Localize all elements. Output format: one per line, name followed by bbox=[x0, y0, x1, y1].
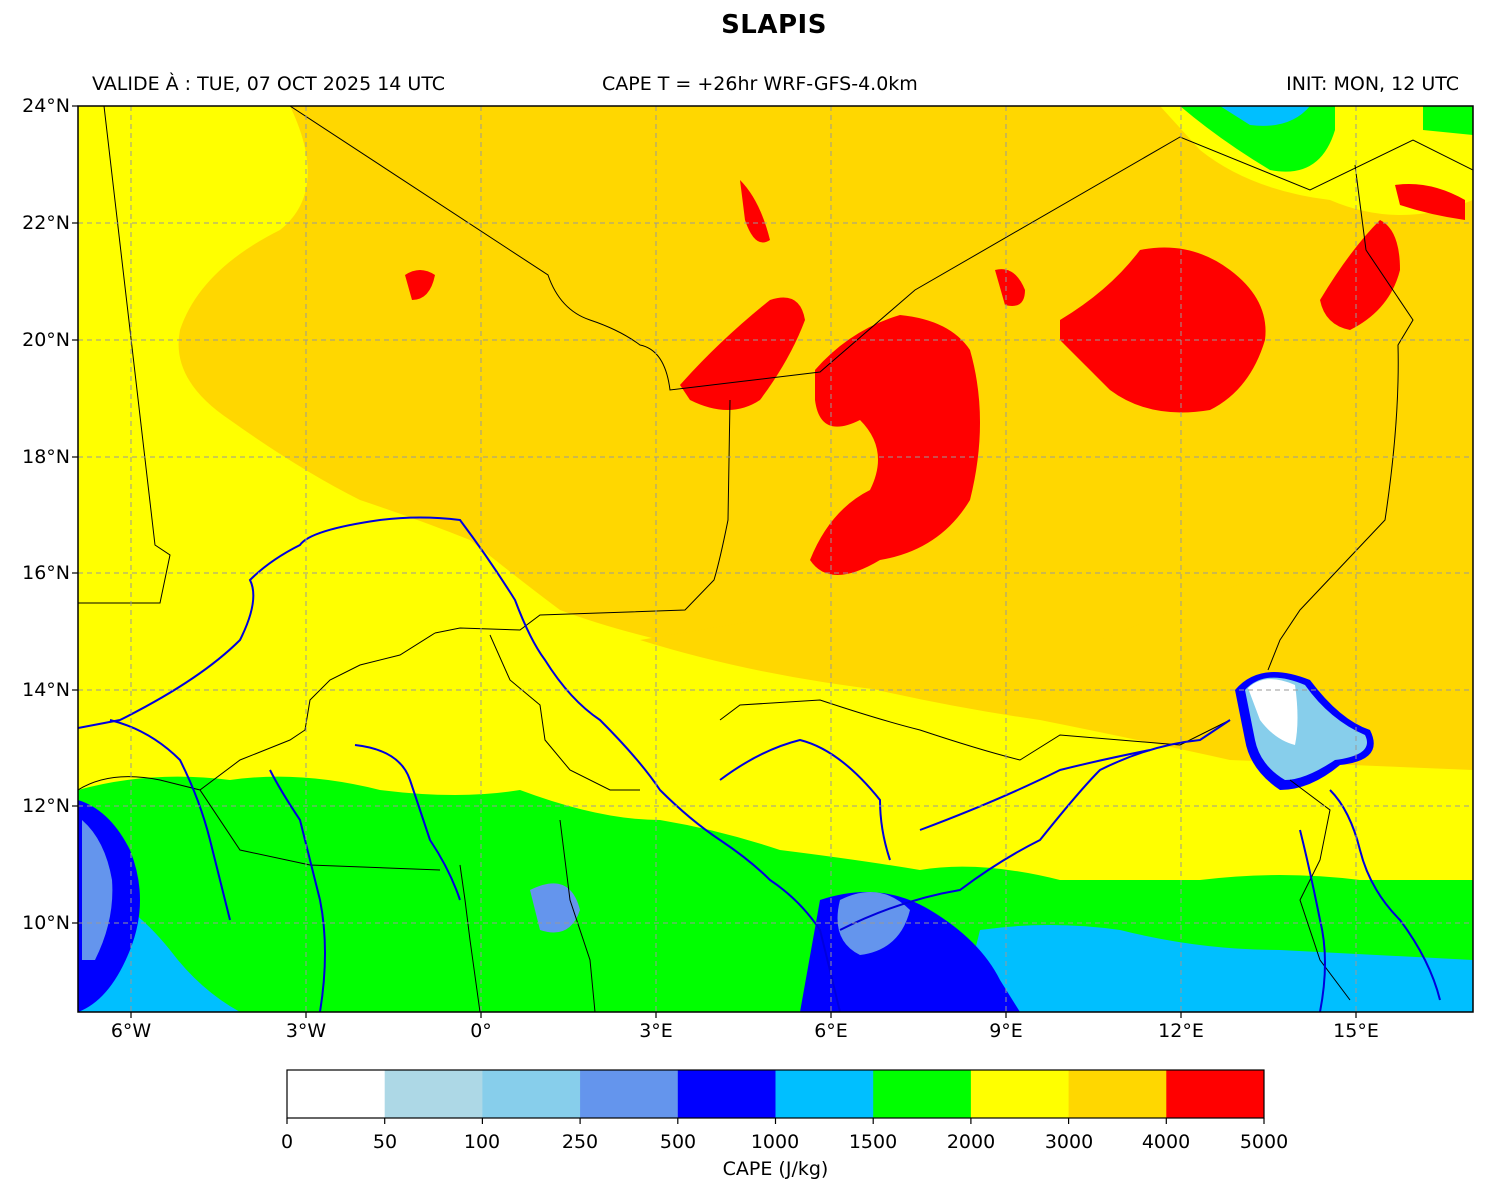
lat-label-12n: 12°N bbox=[22, 795, 70, 817]
axis-ticks bbox=[72, 105, 1357, 1018]
river-komadugu bbox=[919, 749, 1151, 831]
lat-label-16n: 16°N bbox=[22, 562, 70, 584]
cape-zone-4000-5000-f bbox=[405, 270, 435, 300]
valid-time: VALIDE À : TUE, 07 OCT 2025 14 UTC bbox=[92, 73, 446, 95]
colorbar-tick: 500 bbox=[659, 1131, 697, 1153]
lat-label-24n: 24°N bbox=[22, 95, 70, 117]
cape-zone-250-500-mid bbox=[530, 883, 580, 933]
cape-zone-4000-5000-d bbox=[1320, 220, 1400, 330]
colorbar-swatch bbox=[1068, 1070, 1167, 1118]
rivers bbox=[78, 516, 1441, 1012]
colorbar-tick: 1000 bbox=[750, 1131, 800, 1153]
lat-label-18n: 18°N bbox=[22, 446, 70, 468]
cape-zone-1500-2000-ne bbox=[1180, 106, 1335, 172]
river-west bbox=[109, 719, 231, 921]
cape-zone-2000-3000-west bbox=[78, 286, 147, 520]
border-benin bbox=[559, 819, 596, 1012]
colorbar-swatch bbox=[287, 1070, 386, 1118]
lat-label-22n: 22°N bbox=[22, 212, 70, 234]
river-chari bbox=[1329, 789, 1441, 1001]
river-sokoto bbox=[719, 738, 891, 861]
colorbar-tick: 5000 bbox=[1239, 1131, 1289, 1153]
cape-zone-4000-5000-a bbox=[680, 297, 805, 410]
colorbar-swatch bbox=[384, 1070, 483, 1118]
border-mali-algeria bbox=[289, 106, 1473, 391]
country-borders bbox=[78, 106, 1473, 1012]
lon-label-3e: 3°E bbox=[639, 1020, 673, 1042]
run-info: CAPE T = +26hr WRF-GFS-4.0km bbox=[602, 73, 918, 95]
cape-zone-1000-1500-ne bbox=[1220, 106, 1310, 126]
border-mauritania-mali bbox=[78, 106, 171, 604]
colorbar-swatch bbox=[482, 1070, 581, 1118]
cape-zone-1500-2000-ne2 bbox=[1423, 106, 1473, 135]
colorbar-tick: 3000 bbox=[1044, 1131, 1094, 1153]
lon-label-12e: 12°E bbox=[1158, 1020, 1204, 1042]
colorbar-swatch bbox=[873, 1070, 972, 1118]
border-mali-niger bbox=[434, 399, 731, 634]
colorbar-tick: 250 bbox=[561, 1131, 599, 1153]
cape-zone-lake-chad-inner bbox=[1248, 679, 1298, 745]
map-frame bbox=[77, 105, 1474, 1013]
colorbar-swatch bbox=[677, 1070, 776, 1118]
lat-label-20n: 20°N bbox=[22, 329, 70, 351]
map-title: SLAPIS bbox=[721, 10, 827, 40]
colorbar-tick: 1500 bbox=[848, 1131, 898, 1153]
colorbar-swatch bbox=[580, 1070, 679, 1118]
border-niger-libya-chad bbox=[1267, 164, 1414, 671]
lat-label-14n: 14°N bbox=[22, 679, 70, 701]
colorbar-swatch bbox=[1166, 1070, 1265, 1118]
border-ghana-togo bbox=[459, 864, 481, 1012]
colorbar-swatch bbox=[775, 1070, 874, 1118]
lon-label-15e: 15°E bbox=[1333, 1020, 1379, 1042]
river-benue bbox=[839, 719, 1231, 931]
colorbar-tick: 2000 bbox=[946, 1131, 996, 1153]
lon-label-6e: 6°E bbox=[814, 1020, 848, 1042]
border-niger-nigeria bbox=[719, 699, 1231, 761]
cape-field bbox=[78, 106, 1473, 1012]
border-burkina-east bbox=[489, 634, 640, 791]
gridlines bbox=[78, 106, 1473, 1012]
border-south-west bbox=[78, 776, 441, 871]
lat-label-10n: 10°N bbox=[22, 912, 70, 934]
colorbar-tick: 4000 bbox=[1141, 1131, 1191, 1153]
colorbar-label: CAPE (J/kg) bbox=[722, 1158, 829, 1180]
river-volta bbox=[354, 744, 461, 901]
river-niger bbox=[78, 516, 841, 1012]
cape-zone-1000-1500 bbox=[960, 925, 1473, 1012]
cape-zone-2000-3000-north bbox=[78, 106, 1473, 1012]
river-black-volta bbox=[269, 769, 326, 1012]
colorbar bbox=[286, 1069, 1265, 1124]
init-time: INIT: MON, 12 UTC bbox=[1286, 73, 1459, 95]
cape-zone-250-500-sw bbox=[82, 820, 113, 960]
lon-label-6w: 6°W bbox=[110, 1020, 152, 1042]
lon-label-0: 0° bbox=[470, 1020, 492, 1042]
river-logone bbox=[1299, 829, 1326, 1012]
cape-zone-4000-5000-h bbox=[740, 180, 770, 243]
colorbar-swatch bbox=[970, 1070, 1070, 1118]
colorbar-tick: 50 bbox=[372, 1131, 398, 1153]
cape-zone-4000-5000-e bbox=[1395, 184, 1465, 220]
cape-zone-4000-5000-b bbox=[810, 315, 980, 575]
colorbar-tick: 0 bbox=[280, 1131, 294, 1153]
border-burkina bbox=[199, 632, 436, 791]
colorbar-tick: 100 bbox=[463, 1131, 501, 1153]
lon-label-9e: 9°E bbox=[989, 1020, 1023, 1042]
lon-label-3w: 3°W bbox=[285, 1020, 327, 1042]
cape-zone-4000-5000-g bbox=[995, 269, 1025, 306]
cape-zone-4000-5000-c bbox=[1060, 247, 1266, 413]
